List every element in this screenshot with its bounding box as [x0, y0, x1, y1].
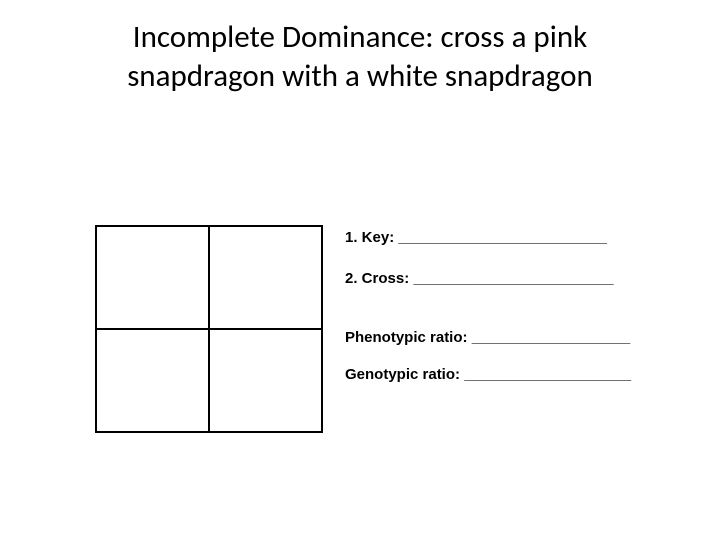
- genotypic-field: Genotypic ratio: ____________________: [345, 366, 631, 383]
- main-content: 1. Key: _________________________ 2. Cro…: [95, 225, 631, 433]
- field-list: 1. Key: _________________________ 2. Cro…: [345, 225, 631, 433]
- punnett-cell: [96, 226, 209, 329]
- punnett-cell: [96, 329, 209, 432]
- cross-field: 2. Cross: ________________________: [345, 270, 631, 287]
- genotypic-label: Genotypic ratio:: [345, 366, 460, 383]
- punnett-square: [95, 225, 323, 433]
- genotypic-blank: ____________________: [464, 366, 631, 383]
- key-blank: _________________________: [398, 229, 607, 246]
- page-title: Incomplete Dominance: cross a pink snapd…: [0, 0, 720, 96]
- cross-blank: ________________________: [413, 270, 613, 287]
- key-field: 1. Key: _________________________: [345, 229, 631, 246]
- phenotypic-blank: ___________________: [472, 329, 631, 346]
- phenotypic-field: Phenotypic ratio: ___________________: [345, 329, 631, 346]
- punnett-cell: [209, 329, 322, 432]
- key-label: 1. Key:: [345, 229, 394, 246]
- phenotypic-label: Phenotypic ratio:: [345, 329, 468, 346]
- cross-label: 2. Cross:: [345, 270, 409, 287]
- punnett-cell: [209, 226, 322, 329]
